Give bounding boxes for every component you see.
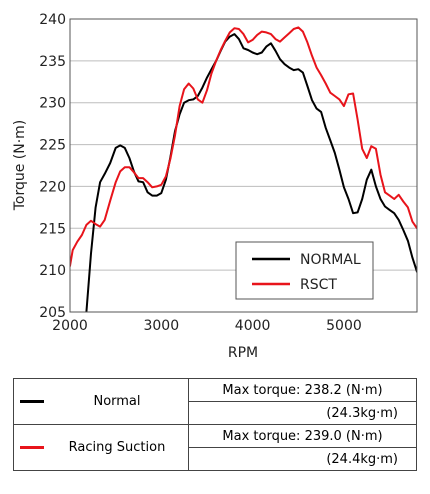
racing-line-swatch — [20, 446, 44, 449]
table-row-racing-kg: (24.4kg·m) — [14, 447, 417, 471]
series-line-normal — [85, 33, 417, 312]
x-tick-2000: 2000 — [52, 318, 88, 334]
x-tick-3000: 3000 — [143, 318, 179, 334]
y-tick-labels: 205 210 215 220 225 230 235 240 — [39, 12, 66, 321]
x-tick-4000: 4000 — [235, 318, 271, 334]
series-line-rsct — [70, 26, 417, 267]
y-tick-240: 240 — [39, 12, 66, 28]
y-tick-230: 230 — [39, 96, 66, 112]
torque-chart: 205 210 215 220 225 230 235 240 2000 3000 4000 500… — [12, 12, 418, 361]
racing-swatch-cell — [13, 424, 46, 471]
x-tick-labels: 2000 3000 4000 5000 — [52, 318, 362, 334]
legend-box — [235, 241, 374, 300]
table-row-racing-suction: Racing Suction Max torque: 239.0 (N·m) — [13, 424, 417, 471]
y-tick-215: 215 — [39, 221, 66, 237]
y-axis-label: Torque (N·m) — [12, 120, 28, 212]
racing-kg-value: (24.4kg·m) — [188, 447, 417, 471]
horizontal-gridlines — [70, 60, 417, 271]
legend-label-normal: NORMAL — [300, 252, 361, 268]
normal-max-torque: Max torque: 238.2 (N·m) — [188, 378, 417, 402]
x-tick-5000: 5000 — [326, 318, 362, 334]
legend: NORMAL RSCT — [235, 241, 374, 300]
max-torque-table: Normal Max torque: 238.2 (N·m) (24.3kg·m… — [13, 378, 417, 471]
normal-swatch-cell — [13, 378, 46, 425]
y-tick-205: 205 — [39, 305, 66, 321]
plot-frame — [69, 18, 418, 313]
x-axis-label: RPM — [228, 345, 258, 361]
y-tick-210: 210 — [39, 263, 66, 279]
y-tick-225: 225 — [39, 138, 66, 154]
y-tick-220: 220 — [39, 179, 66, 195]
racing-max-torque: Max torque: 239.0 (N·m) — [188, 424, 417, 448]
normal-line-swatch — [20, 400, 44, 403]
series-layer — [70, 26, 417, 312]
table-row-normal: Normal Max torque: 238.2 (N·m) — [13, 378, 417, 425]
legend-label-rsct: RSCT — [300, 277, 337, 293]
racing-name-cell: Racing Suction — [46, 424, 189, 471]
normal-name-cell: Normal — [46, 378, 189, 425]
y-tick-235: 235 — [39, 54, 66, 70]
normal-kg-value: (24.3kg·m) — [188, 401, 417, 425]
